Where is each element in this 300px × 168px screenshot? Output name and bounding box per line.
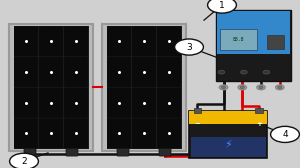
Circle shape xyxy=(241,70,247,74)
FancyBboxPatch shape xyxy=(157,88,181,118)
FancyBboxPatch shape xyxy=(255,108,262,113)
FancyBboxPatch shape xyxy=(14,57,38,87)
FancyBboxPatch shape xyxy=(117,148,129,156)
FancyBboxPatch shape xyxy=(194,108,201,113)
FancyBboxPatch shape xyxy=(64,88,88,118)
FancyBboxPatch shape xyxy=(216,10,291,81)
FancyBboxPatch shape xyxy=(267,35,284,49)
FancyBboxPatch shape xyxy=(39,57,63,87)
FancyBboxPatch shape xyxy=(64,57,88,87)
FancyBboxPatch shape xyxy=(102,24,186,151)
FancyBboxPatch shape xyxy=(14,26,88,149)
Circle shape xyxy=(275,85,284,90)
FancyBboxPatch shape xyxy=(107,26,131,56)
Text: +: + xyxy=(256,121,262,127)
Circle shape xyxy=(240,86,244,89)
FancyBboxPatch shape xyxy=(132,26,156,56)
Circle shape xyxy=(271,126,299,142)
Text: 88.8: 88.8 xyxy=(232,37,244,42)
FancyBboxPatch shape xyxy=(66,148,78,156)
Circle shape xyxy=(238,85,247,90)
FancyBboxPatch shape xyxy=(157,26,181,56)
FancyBboxPatch shape xyxy=(107,88,131,118)
FancyBboxPatch shape xyxy=(14,118,38,148)
FancyBboxPatch shape xyxy=(132,88,156,118)
FancyBboxPatch shape xyxy=(14,26,38,56)
FancyBboxPatch shape xyxy=(220,29,257,50)
Circle shape xyxy=(10,153,38,168)
Text: 1: 1 xyxy=(219,1,225,10)
FancyBboxPatch shape xyxy=(14,88,38,118)
Circle shape xyxy=(175,39,203,55)
FancyBboxPatch shape xyxy=(39,26,63,56)
Text: 4: 4 xyxy=(282,130,288,139)
Text: ⚡: ⚡ xyxy=(224,140,232,150)
FancyBboxPatch shape xyxy=(39,118,63,148)
FancyBboxPatch shape xyxy=(157,57,181,87)
Circle shape xyxy=(208,0,236,13)
FancyBboxPatch shape xyxy=(217,11,290,54)
FancyBboxPatch shape xyxy=(107,118,131,148)
FancyBboxPatch shape xyxy=(24,148,36,156)
Circle shape xyxy=(219,85,228,90)
FancyBboxPatch shape xyxy=(107,57,131,87)
Text: −: − xyxy=(194,121,200,127)
FancyBboxPatch shape xyxy=(190,137,266,157)
Circle shape xyxy=(278,86,282,89)
Text: 2: 2 xyxy=(21,157,27,166)
Circle shape xyxy=(218,70,225,74)
FancyBboxPatch shape xyxy=(9,24,93,151)
Circle shape xyxy=(221,86,226,89)
FancyBboxPatch shape xyxy=(189,111,267,158)
Circle shape xyxy=(263,70,270,74)
FancyBboxPatch shape xyxy=(159,148,171,156)
FancyBboxPatch shape xyxy=(64,26,88,56)
FancyBboxPatch shape xyxy=(132,118,156,148)
FancyBboxPatch shape xyxy=(106,26,182,149)
FancyBboxPatch shape xyxy=(64,118,88,148)
Circle shape xyxy=(257,85,265,90)
FancyBboxPatch shape xyxy=(39,88,63,118)
FancyBboxPatch shape xyxy=(157,118,181,148)
Text: 3: 3 xyxy=(186,43,192,52)
Circle shape xyxy=(259,86,263,89)
FancyBboxPatch shape xyxy=(132,57,156,87)
FancyBboxPatch shape xyxy=(189,111,267,124)
